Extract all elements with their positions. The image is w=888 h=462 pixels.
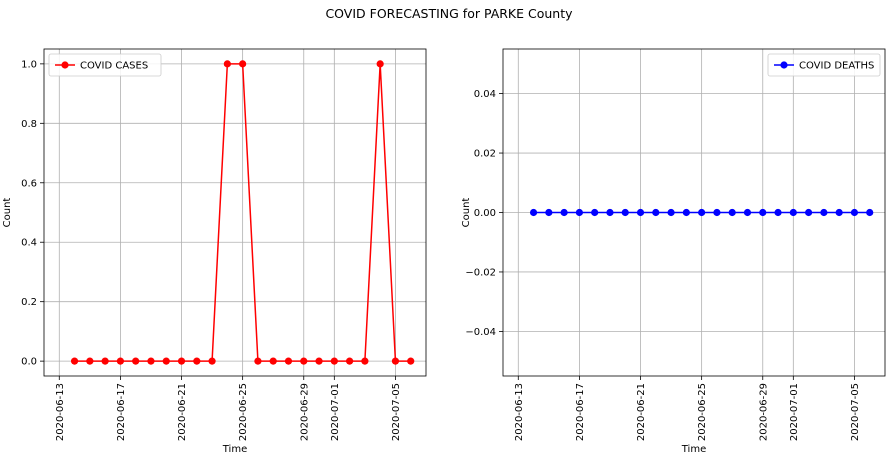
- data-point: [101, 357, 109, 365]
- data-point: [208, 357, 216, 365]
- axes-frame: [43, 48, 427, 377]
- x-tick-label: 2020-06-29: [299, 383, 310, 441]
- axes-frame: [502, 48, 886, 377]
- y-tick-label: 0.6: [21, 178, 37, 189]
- y-tick-label: 0.0: [21, 357, 37, 368]
- data-point: [223, 60, 231, 68]
- legend-label: COVID CASES: [80, 61, 148, 72]
- data-point: [70, 357, 79, 365]
- data-point: [239, 60, 247, 68]
- data-point: [177, 357, 186, 365]
- data-point: [820, 208, 828, 217]
- data-point: [269, 357, 277, 365]
- data-point: [132, 357, 140, 365]
- data-point: [330, 357, 338, 365]
- data-point: [560, 208, 568, 217]
- data-point: [591, 208, 599, 217]
- x-axis-label: Time: [681, 444, 706, 455]
- x-tick-label: 2020-06-25: [697, 383, 708, 441]
- plot-area: [44, 49, 426, 376]
- data-point: [850, 208, 859, 217]
- legend-label: COVID DEATHS: [799, 61, 874, 72]
- legend-box: [48, 53, 162, 77]
- y-tick-label: 0.2: [21, 297, 37, 308]
- data-point: [86, 357, 94, 365]
- data-point: [315, 357, 323, 365]
- covid-deaths-chart: 0.04 0.02 0.00 −0.02 −0.04 2020-06-13 2020-06-…: [461, 48, 886, 455]
- x-tick-label: 2020-06-17: [116, 383, 127, 441]
- x-tick-label: 2020-06-25: [238, 383, 249, 441]
- data-point: [193, 357, 201, 365]
- data-point: [682, 208, 690, 217]
- data-point: [759, 208, 767, 217]
- y-axis-label: Count: [2, 198, 13, 228]
- y-tick-label: 0.8: [21, 119, 37, 130]
- data-point: [728, 208, 736, 217]
- data-point: [116, 357, 124, 365]
- legend-box: [767, 53, 881, 77]
- data-point: [621, 208, 629, 217]
- data-point: [743, 208, 752, 217]
- x-tick-label: 2020-06-21: [177, 383, 188, 441]
- x-tick-label: 2020-06-17: [575, 383, 586, 441]
- data-point: [606, 208, 614, 217]
- covid-cases-chart: 0.0 0.2 0.4 0.6 0.8 1.0 2020-06-13 2020-06-17 20…: [2, 48, 427, 455]
- data-point: [713, 208, 721, 217]
- data-point: [575, 208, 584, 217]
- y-tick-label: −0.02: [465, 267, 496, 278]
- x-tick-label: 2020-07-05: [391, 383, 402, 441]
- data-point: [789, 208, 797, 217]
- x-tick-label: 2020-07-05: [850, 383, 861, 441]
- data-point: [805, 208, 813, 217]
- x-tick-label: 2020-06-13: [55, 383, 66, 441]
- legend-marker: [61, 61, 69, 69]
- data-point: [835, 208, 843, 217]
- data-point: [652, 208, 660, 217]
- data-point: [162, 357, 170, 365]
- y-tick-label: 0.4: [21, 238, 37, 249]
- data-point: [529, 208, 538, 217]
- data-point: [866, 208, 874, 217]
- figure-title: COVID FORECASTING for PARKE County: [325, 6, 573, 21]
- y-axis-label: Count: [461, 198, 472, 228]
- data-point: [254, 357, 262, 365]
- data-point: [376, 60, 384, 68]
- data-point: [284, 357, 293, 365]
- y-tick-label: 1.0: [21, 59, 37, 70]
- x-tick-label: 2020-07-01: [330, 383, 341, 441]
- y-tick-label: −0.04: [465, 327, 496, 338]
- x-tick-label: 2020-07-01: [789, 383, 800, 441]
- data-point: [636, 208, 645, 217]
- data-point: [300, 357, 308, 365]
- data-point: [361, 357, 369, 365]
- data-point: [774, 208, 782, 217]
- x-tick-label: 2020-06-13: [514, 383, 525, 441]
- data-point: [147, 357, 155, 365]
- y-tick-label: 0.00: [474, 208, 496, 219]
- y-tick-label: 0.02: [474, 149, 496, 160]
- x-tick-label: 2020-06-29: [758, 383, 769, 441]
- data-point: [667, 208, 675, 217]
- x-axis-label: Time: [222, 444, 247, 455]
- y-tick-label: 0.04: [474, 89, 496, 100]
- data-point: [545, 208, 553, 217]
- data-point: [391, 357, 400, 365]
- data-point: [698, 208, 706, 217]
- data-point: [346, 357, 354, 365]
- x-tick-label: 2020-06-21: [636, 383, 647, 441]
- data-point: [407, 357, 415, 365]
- legend-marker: [780, 61, 788, 69]
